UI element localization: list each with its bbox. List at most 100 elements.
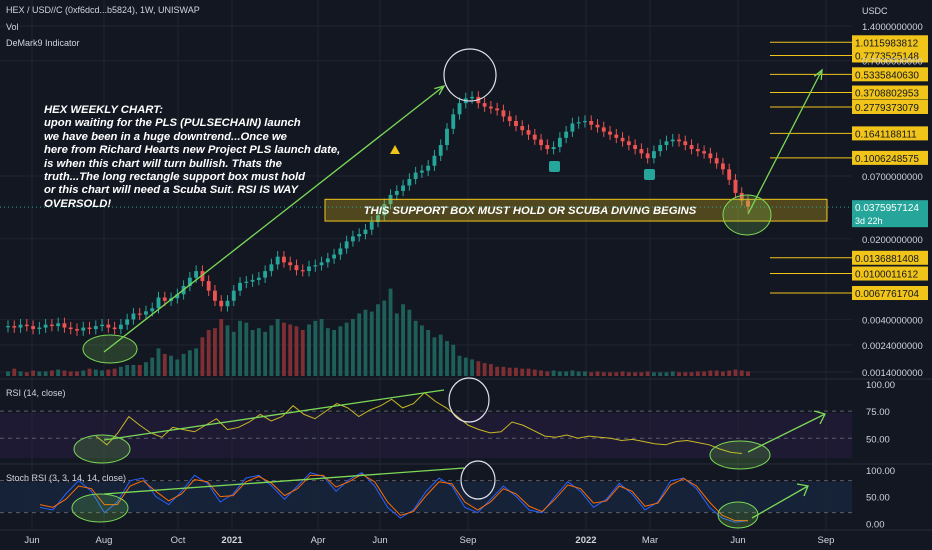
price-tick-label: 1.4000000000	[862, 22, 923, 33]
level-price-tag[interactable]	[852, 286, 928, 301]
level-price-label: 0.3708802953	[855, 89, 919, 100]
stoch-rsi-legend[interactable]: Stoch RSI (3, 3, 14, 14, close)	[6, 473, 127, 483]
demark-buy-marker[interactable]	[644, 169, 655, 180]
candle	[162, 297, 167, 301]
candle	[714, 158, 719, 164]
volume-bar	[68, 371, 73, 376]
time-tick-label: 2021	[221, 535, 243, 546]
volume-bar	[394, 313, 399, 376]
demark-buy-marker[interactable]	[549, 161, 560, 172]
volume-bar	[551, 370, 556, 376]
volume-bar	[683, 372, 688, 376]
currency-label: USDC	[862, 6, 888, 16]
volume-bar	[200, 337, 205, 376]
rsi-band-fill	[0, 413, 852, 458]
demark-warning-marker[interactable]	[390, 145, 400, 154]
support-box[interactable]	[324, 198, 828, 222]
volume-bar	[350, 318, 355, 376]
candle	[319, 262, 324, 266]
candle	[426, 165, 431, 171]
level-price-tag[interactable]	[852, 85, 928, 100]
volume-bar	[570, 370, 575, 376]
volume-bar	[401, 304, 406, 376]
demark-legend[interactable]: DeMark9 Indicator	[6, 38, 80, 48]
stoch-peak-circle	[460, 460, 496, 500]
level-price-tag[interactable]	[852, 35, 928, 50]
volume-bar	[369, 311, 374, 376]
stoch-highlight	[717, 501, 759, 529]
candle	[626, 141, 631, 146]
level-price-tag[interactable]	[852, 250, 928, 265]
stoch-trend-arrow	[103, 467, 465, 495]
volume-bar	[746, 371, 750, 376]
level-price-tag[interactable]	[852, 126, 928, 141]
symbol-legend[interactable]: HEX / USD//C (0xf6dcd...b5824), 1W, UNIS…	[6, 5, 200, 15]
volume-bar	[601, 372, 606, 376]
volume-bar	[482, 363, 487, 376]
volume-bar	[720, 371, 725, 376]
rsi-legend[interactable]: RSI (14, close)	[6, 388, 66, 398]
last-price-tag[interactable]	[852, 200, 928, 228]
rsi-tick-label: 50.00	[866, 434, 890, 445]
candle	[551, 147, 556, 150]
time-tick-label: Apr	[311, 535, 326, 546]
time-tick-label: Mar	[642, 535, 658, 546]
candle	[702, 151, 707, 154]
candle	[438, 145, 443, 156]
volume-bar	[702, 371, 707, 376]
candle	[739, 192, 744, 201]
volume-bar	[532, 369, 537, 376]
level-price-label: 0.1641188111	[855, 129, 917, 140]
candle	[589, 121, 594, 125]
candle	[363, 229, 368, 235]
level-price-tag[interactable]	[852, 266, 928, 281]
candle	[37, 327, 42, 330]
candle	[532, 134, 537, 140]
volume-bar	[118, 366, 123, 376]
level-price-label: 1.0115983812	[855, 38, 919, 49]
stoch-band-fill	[0, 482, 852, 512]
rsi-highlight	[709, 440, 771, 470]
last-price-label: 0.0375957124	[855, 203, 919, 214]
candle	[43, 324, 48, 328]
candle	[670, 139, 675, 142]
candle	[219, 300, 224, 307]
candle	[689, 145, 694, 150]
candle	[263, 271, 268, 278]
volume-bar	[451, 344, 456, 376]
candle	[313, 265, 318, 267]
candle	[376, 215, 380, 222]
volume-bar	[43, 371, 48, 376]
candle	[68, 327, 73, 330]
rsi-line	[95, 392, 743, 454]
volume-bar	[589, 372, 594, 376]
level-price-tag[interactable]	[852, 99, 928, 114]
candle	[708, 153, 713, 159]
level-price-tag[interactable]	[852, 48, 928, 63]
volume-bar	[633, 372, 638, 376]
stoch-d-line	[39, 473, 748, 522]
level-price-tag[interactable]	[852, 67, 928, 82]
level-price-tag[interactable]	[852, 150, 928, 165]
volume-bar	[307, 324, 311, 376]
volume-bar	[263, 331, 268, 376]
support-box-label: THIS SUPPORT BOX MUST HOLD OR SCUBA DIVI…	[364, 205, 697, 217]
volume-bar	[419, 325, 424, 376]
volume-bar	[244, 322, 249, 376]
volume-legend[interactable]: Vol	[6, 22, 19, 32]
candle	[520, 126, 525, 131]
annotation-line: upon waiting for the PLS (PULSECHAIN) la…	[44, 117, 301, 130]
volume-bar	[181, 353, 186, 376]
volume-bar	[269, 325, 274, 376]
volume-bar	[137, 364, 142, 376]
candle	[75, 329, 79, 331]
volume-bar	[520, 368, 525, 376]
candle	[652, 151, 656, 159]
candle	[49, 324, 54, 327]
volume-bar	[564, 371, 569, 376]
candle	[175, 294, 180, 299]
annotation-line: we have been in a huge downtrend...Once …	[44, 130, 287, 143]
time-tick-label: Jun	[24, 535, 39, 546]
